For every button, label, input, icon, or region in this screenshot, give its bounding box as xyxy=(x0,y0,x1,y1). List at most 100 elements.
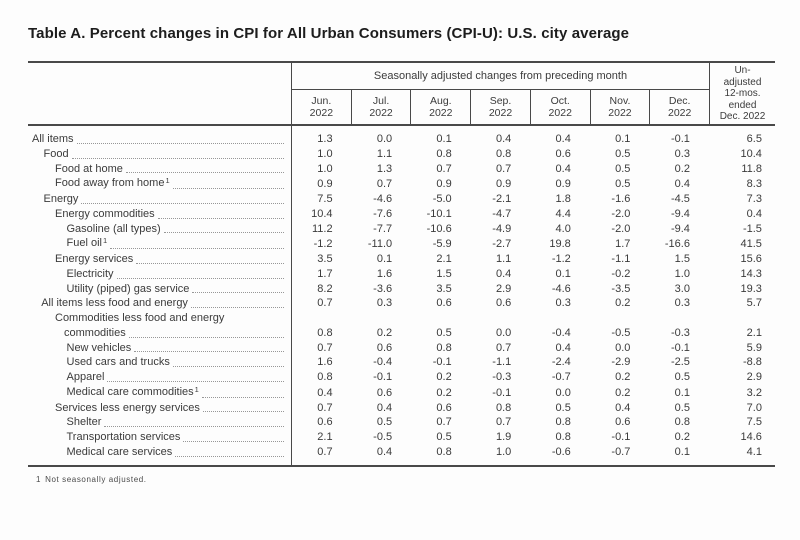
data-cell: -0.5 xyxy=(373,431,393,443)
data-cell: 0.2 xyxy=(674,431,690,443)
row-label: Commodities less food and energy xyxy=(55,312,225,324)
row-label: Energy xyxy=(43,193,79,205)
table-row: Food 1.0 1.1 0.8 0.8 0.6 0.5 0.3 10.4 xyxy=(28,147,775,162)
data-cell: 0.3 xyxy=(376,297,393,310)
data-cell: -1.1 xyxy=(492,356,512,369)
data-cell: 0.6 xyxy=(376,341,393,354)
table-row: Apparel 0.8 -0.1 0.2 -0.3 -0.7 0.2 0.5 2.9 xyxy=(28,370,775,385)
data-cell: -2.7 xyxy=(492,238,512,251)
row-label-cell: All items xyxy=(28,132,292,147)
data-cell: 1.6 xyxy=(317,356,333,369)
data-cell: 19.3 xyxy=(740,282,762,295)
table-row: Shelter 0.6 0.5 0.7 0.7 0.8 0.6 0.8 7.5 xyxy=(28,415,775,430)
row-label-cell: Energy services xyxy=(28,252,292,267)
data-cell: 0.0 xyxy=(376,133,393,145)
row-label-line: Food away from home 1 xyxy=(28,176,286,192)
data-cell: 0.7 xyxy=(376,178,393,191)
data-cell: 0.4 xyxy=(317,386,333,399)
data-cell: 0.1 xyxy=(615,133,631,145)
data-cell: -2.5 xyxy=(670,356,690,369)
data-cell: 0.5 xyxy=(674,371,690,383)
table-row: Transportation services 2.1 -0.5 0.5 1.9 0.8 -… xyxy=(28,430,775,445)
seasonally-adjusted-column-group: Seasonally adjusted changes from precedi… xyxy=(292,63,709,124)
row-label-cell: Energy commodities xyxy=(28,207,292,222)
data-cell: -7.6 xyxy=(373,207,393,220)
data-cell: 3.0 xyxy=(674,282,690,295)
row-label-line: Services less energy services xyxy=(28,401,286,416)
data-cell: 6.5 xyxy=(746,133,762,145)
data-cell: 0.7 xyxy=(317,341,333,354)
data-cell: 2.9 xyxy=(495,282,512,295)
row-label-cell: Food xyxy=(28,147,292,162)
data-cell: -5.0 xyxy=(432,193,452,205)
data-cell: 8.2 xyxy=(317,282,333,295)
month-header-cell: Jun. 2022 xyxy=(292,90,352,124)
data-cell: 0.2 xyxy=(436,371,452,383)
data-cell: -2.1 xyxy=(492,193,512,205)
data-cell: -1.5 xyxy=(742,222,762,235)
data-cell: 0.0 xyxy=(555,386,571,399)
data-cell: 1.0 xyxy=(495,445,512,458)
unadjusted-header-line: Un- xyxy=(734,65,751,76)
data-cell: 0.7 xyxy=(317,445,333,458)
data-cell: 0.9 xyxy=(317,178,333,191)
dot-leader xyxy=(163,232,284,234)
data-cell: 1.5 xyxy=(436,267,452,280)
data-cell: 1.1 xyxy=(376,147,393,160)
data-cell: -0.6 xyxy=(551,445,571,458)
row-label-cell: Medical care services xyxy=(28,445,292,460)
data-cell: 0.9 xyxy=(555,178,571,191)
data-cell: 0.2 xyxy=(376,326,393,339)
data-cell: 0.0 xyxy=(495,326,512,339)
data-cell: 0.1 xyxy=(555,267,571,280)
row-label: New vehicles xyxy=(66,341,132,354)
row-label-line: New vehicles xyxy=(28,341,286,356)
table-row: Fuel oil 1 -1.2 -11.0 -5.9 -2.7 19.8 1.7 -16.6 41… xyxy=(28,236,775,252)
data-cell: -1.6 xyxy=(611,193,631,205)
data-cell: -1.2 xyxy=(551,253,571,265)
table-row: Energy services 3.5 0.1 2.1 1.1 -1.2 -1.1 1.5 15… xyxy=(28,252,775,267)
data-cell: 0.8 xyxy=(555,431,571,443)
unadjusted-header-line: ended xyxy=(728,99,757,111)
data-cell: -16.6 xyxy=(664,238,690,251)
data-cell: 0.2 xyxy=(436,386,452,399)
dot-leader xyxy=(107,380,284,382)
row-label-line: Energy services xyxy=(28,252,286,267)
data-cell: -10.6 xyxy=(426,222,452,235)
data-cell: 1.7 xyxy=(317,267,333,280)
data-cell: 0.4 xyxy=(495,133,512,145)
month-year: 2022 xyxy=(429,107,453,119)
row-label: Medical care services xyxy=(66,445,173,458)
data-cell: -9.4 xyxy=(670,207,690,220)
data-cell: -0.1 xyxy=(373,371,393,383)
data-cell: 1.5 xyxy=(674,253,690,265)
data-cell: 1.0 xyxy=(317,162,333,175)
row-label-line: Medical care commodities 1 xyxy=(28,385,286,401)
data-cell: 2.1 xyxy=(317,431,333,443)
data-cell: 0.4 xyxy=(615,401,631,414)
data-cell: 0.1 xyxy=(436,133,452,145)
table-row: Energy 7.5 -4.6 -5.0 -2.1 1.8 -1.6 -4.5 7.3 xyxy=(28,192,775,207)
row-label-line: Fuel oil 1 xyxy=(28,236,286,252)
cpi-table: Seasonally adjusted changes from precedi… xyxy=(28,61,775,467)
data-cell: -0.2 xyxy=(611,267,631,280)
row-label: Medical care commodities xyxy=(66,385,194,398)
data-cell: 0.4 xyxy=(376,445,393,458)
row-label: Services less energy services xyxy=(55,401,200,414)
dot-leader xyxy=(157,217,284,219)
data-cell: -0.7 xyxy=(551,371,571,383)
row-label-line: Energy commodities xyxy=(28,207,286,222)
data-cell: -4.5 xyxy=(670,193,690,205)
data-cell: 0.1 xyxy=(674,445,690,458)
row-label-line-2: commodities xyxy=(28,326,286,341)
month-header-cell: Sep. 2022 xyxy=(471,90,531,124)
data-cell: 0.6 xyxy=(436,297,452,310)
data-cell: -2.4 xyxy=(551,356,571,369)
row-label-line: Food xyxy=(28,147,286,162)
data-cell: -0.4 xyxy=(551,326,571,339)
data-cell: -2.9 xyxy=(611,356,631,369)
data-cell: -1.1 xyxy=(611,253,631,265)
table-row: Electricity 1.7 1.6 1.5 0.4 0.1 -0.2 1.0 14.3 xyxy=(28,267,775,282)
data-cell: 0.8 xyxy=(495,147,512,160)
row-label-line: Commodities less food and energy xyxy=(28,311,286,326)
